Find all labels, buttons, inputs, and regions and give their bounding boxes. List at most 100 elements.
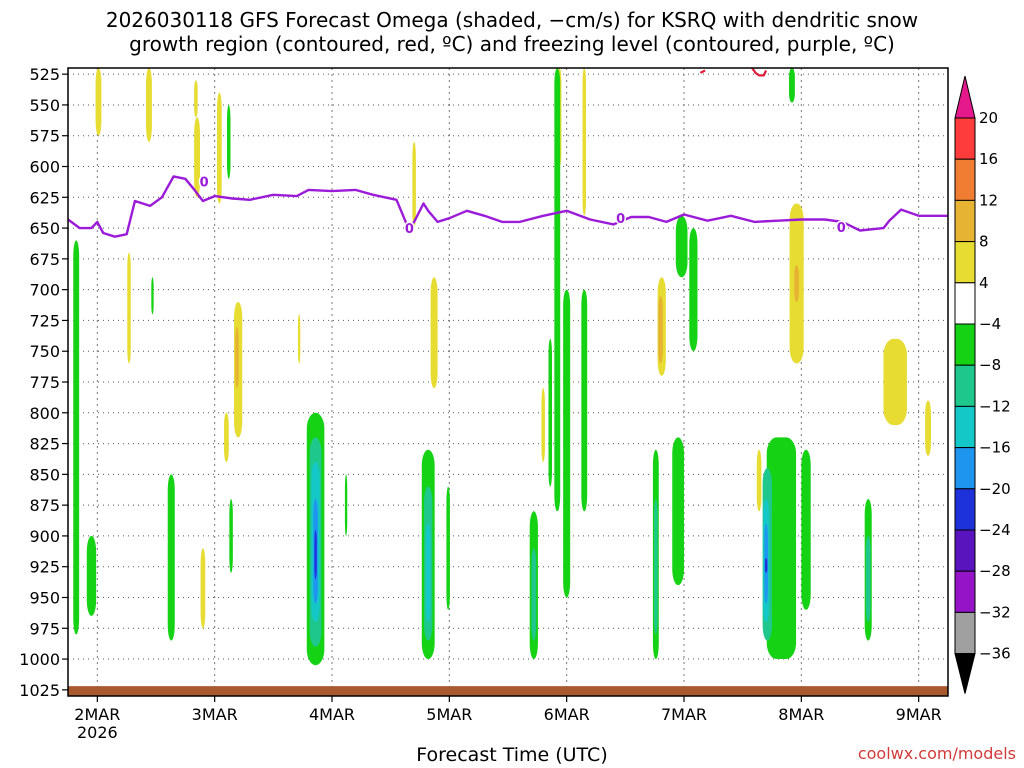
omega-area bbox=[297, 314, 301, 364]
colorbar-swatch bbox=[954, 199, 976, 243]
y-tick-label: 525 bbox=[29, 65, 60, 84]
chart-title: 2026030118 GFS Forecast Omega (shaded, −… bbox=[0, 8, 1024, 56]
omega-area bbox=[224, 412, 229, 463]
colorbar-label: −4 bbox=[979, 315, 1001, 333]
omega-area bbox=[430, 277, 438, 389]
x-tick-label: 7MAR bbox=[661, 705, 707, 724]
y-tick-label: 550 bbox=[29, 96, 60, 115]
y-tick-label: 800 bbox=[29, 404, 60, 423]
omega-area bbox=[883, 338, 907, 426]
surface-terrain bbox=[68, 686, 948, 696]
freezing-level-label: 0 bbox=[616, 212, 625, 227]
omega-area bbox=[672, 437, 684, 586]
omega-area bbox=[314, 529, 317, 580]
y-tick-label: 700 bbox=[29, 281, 60, 300]
colorbar-swatch bbox=[954, 570, 976, 613]
colorbar-swatch bbox=[954, 364, 976, 407]
y-tick-label: 750 bbox=[29, 342, 60, 361]
y-tick-label: 625 bbox=[29, 188, 60, 207]
omega-shading bbox=[73, 68, 931, 666]
freezing-level-label: 0 bbox=[405, 222, 414, 237]
dgz-contour bbox=[751, 68, 768, 77]
colorbar-swatch bbox=[954, 117, 976, 160]
omega-area bbox=[582, 68, 587, 216]
colorbar-label: 4 bbox=[979, 274, 989, 292]
y-tick-label: 975 bbox=[29, 619, 60, 638]
colorbar-label: 20 bbox=[979, 109, 998, 127]
omega-area bbox=[200, 548, 206, 629]
chart-title-line-2: growth region (contoured, red, ºC) and f… bbox=[129, 32, 895, 56]
colorbar-label: −20 bbox=[979, 480, 1011, 498]
colorbar-label: 12 bbox=[979, 191, 998, 209]
omega-area bbox=[86, 535, 97, 616]
colorbar-label: −16 bbox=[979, 439, 1011, 457]
omega-area bbox=[229, 498, 233, 573]
y-tick-label: 925 bbox=[29, 558, 60, 577]
y-tick-label: 575 bbox=[29, 127, 60, 146]
omega-area bbox=[756, 449, 762, 512]
x-tick-year-label: 2026 bbox=[77, 723, 118, 742]
credit-text: coolwx.com/models bbox=[857, 744, 1016, 763]
colorbar-label: −8 bbox=[979, 356, 1001, 374]
omega-area bbox=[146, 68, 152, 142]
omega-area bbox=[235, 326, 239, 389]
omega-area bbox=[412, 141, 416, 229]
omega-area bbox=[194, 117, 200, 198]
freezing-level-contour bbox=[68, 175, 948, 238]
omega-area bbox=[151, 277, 154, 315]
y-tick-label: 825 bbox=[29, 435, 60, 454]
y-tick-label: 900 bbox=[29, 527, 60, 546]
colorbar-swatch bbox=[954, 529, 976, 572]
contours: 0 0 0 0 bbox=[68, 68, 948, 239]
x-tick-label: 9MAR bbox=[896, 705, 942, 724]
omega-area bbox=[689, 228, 698, 352]
y-tick-label: 875 bbox=[29, 496, 60, 515]
x-tick-label: 4MAR bbox=[309, 705, 355, 724]
colorbar-swatch bbox=[954, 488, 976, 531]
freezing-level-label: 0 bbox=[200, 175, 209, 190]
x-axis-label: Forecast Time (UTC) bbox=[416, 744, 608, 766]
omega-area bbox=[425, 523, 431, 623]
y-tick-label: 600 bbox=[29, 158, 60, 177]
colorbar-swatch bbox=[954, 447, 976, 490]
omega-area bbox=[446, 486, 450, 610]
y-axis: 525 550 575 600 625 650 675 700 725 750 775 800 825 8… bbox=[19, 65, 68, 700]
x-tick-label: 2MAR bbox=[74, 705, 120, 724]
colorbar-bottom-arrow bbox=[954, 653, 976, 694]
colorbar-label: −12 bbox=[979, 397, 1011, 415]
omega-area bbox=[766, 437, 797, 660]
omega-area bbox=[226, 104, 231, 179]
omega-area bbox=[194, 80, 198, 118]
y-tick-label: 675 bbox=[29, 250, 60, 269]
omega-area bbox=[794, 265, 799, 302]
omega-area bbox=[563, 289, 571, 598]
colorbar-swatch bbox=[954, 158, 976, 201]
omega-area bbox=[73, 240, 80, 635]
colorbar-label: 8 bbox=[979, 233, 989, 251]
colorbar-swatch bbox=[954, 282, 976, 325]
colorbar-swatch bbox=[954, 241, 976, 284]
omega-area bbox=[531, 548, 537, 641]
y-tick-label: 1025 bbox=[19, 681, 60, 700]
x-tick-label: 5MAR bbox=[426, 705, 472, 724]
y-tick-label: 650 bbox=[29, 219, 60, 238]
colorbar: 20 16 12 8 4 −4 −8 −12 −16 −20 −24 −28 −32 −36 bbox=[954, 75, 1011, 694]
y-tick-label: 950 bbox=[29, 588, 60, 607]
omega-area bbox=[654, 498, 658, 635]
omega-area bbox=[167, 474, 175, 641]
omega-area bbox=[675, 215, 688, 278]
colorbar-top-arrow bbox=[954, 75, 976, 119]
colorbar-label: −28 bbox=[979, 562, 1011, 580]
y-tick-label: 1000 bbox=[19, 650, 60, 669]
omega-area bbox=[925, 400, 931, 456]
omega-area bbox=[541, 388, 545, 463]
surface-band bbox=[68, 686, 948, 696]
chart-title-line-1: 2026030118 GFS Forecast Omega (shaded, −… bbox=[105, 8, 919, 32]
omega-area bbox=[217, 92, 222, 204]
colorbar-swatch bbox=[954, 611, 976, 655]
colorbar-label: −36 bbox=[979, 645, 1011, 663]
colorbar-swatch bbox=[954, 323, 976, 366]
omega-area bbox=[554, 68, 561, 512]
omega-area bbox=[764, 558, 768, 573]
